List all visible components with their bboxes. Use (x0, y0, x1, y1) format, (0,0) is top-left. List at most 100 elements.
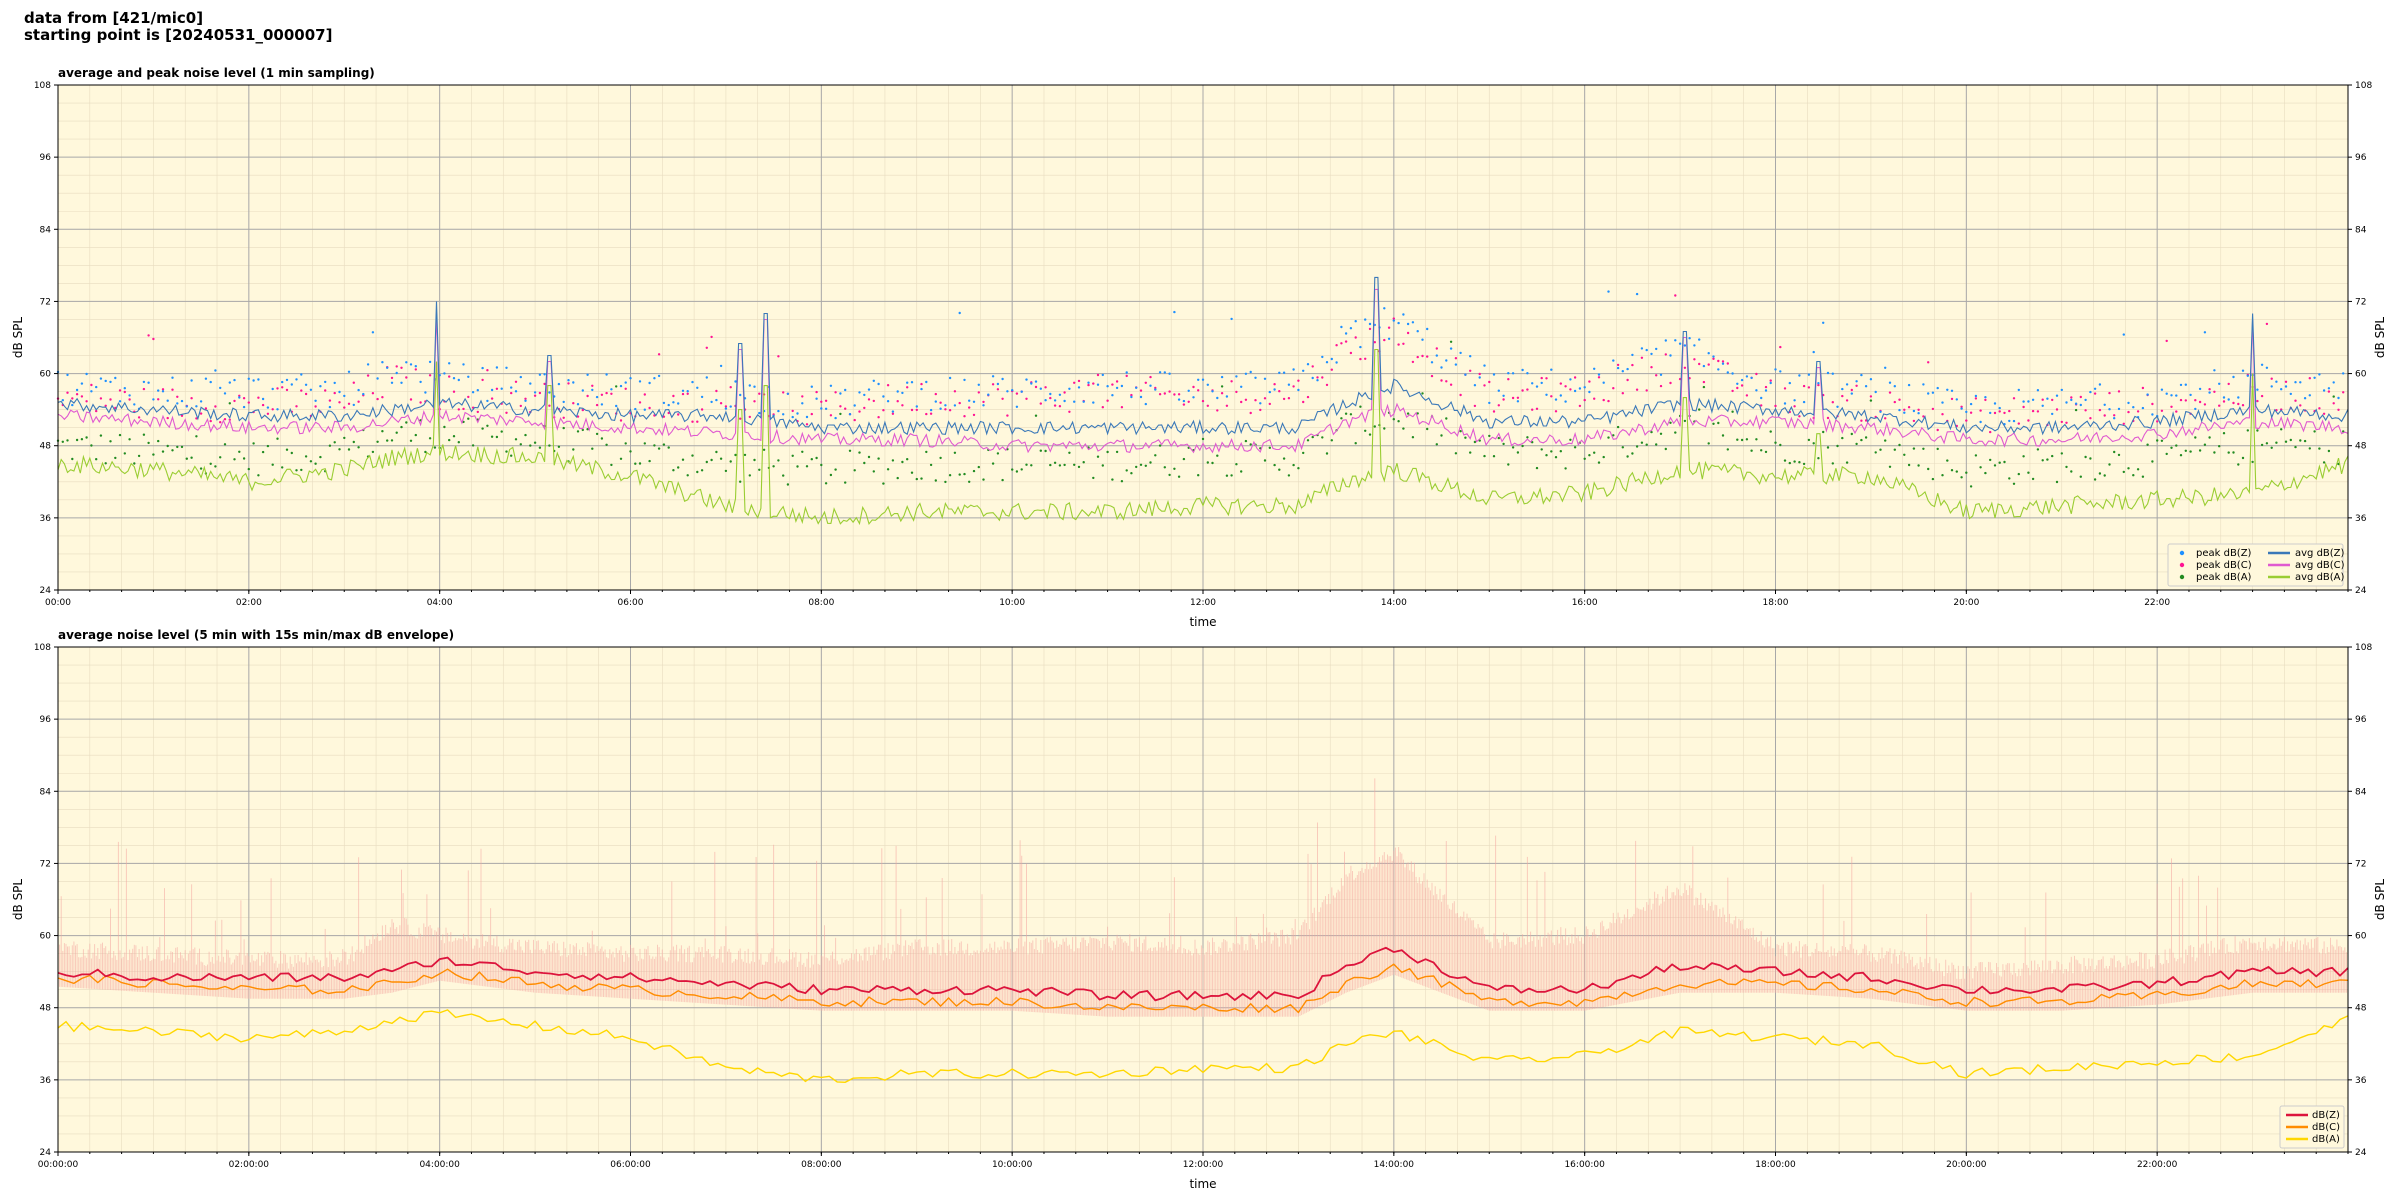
peak-point (920, 477, 923, 480)
peak-point (786, 392, 790, 395)
peak-point (2198, 449, 2202, 452)
peak-point (1492, 373, 1496, 376)
peak-point (118, 400, 122, 403)
peak-point (1311, 435, 1314, 439)
peak-point (1912, 409, 1916, 413)
peak-point (867, 455, 871, 459)
peak-point (109, 440, 112, 443)
peak-point (166, 444, 169, 448)
peak-point (1368, 322, 1372, 326)
peak-point (834, 391, 837, 394)
peak-point (1049, 396, 1052, 400)
peak-point (1197, 378, 1200, 381)
peak-point (829, 414, 833, 417)
x-tick-label: 22:00:00 (2137, 1160, 2178, 1170)
peak-point (853, 469, 856, 472)
peak-point (99, 434, 103, 437)
peak-point (1659, 384, 1663, 388)
peak-point (1087, 383, 1090, 387)
peak-point (638, 462, 642, 465)
peak-point (1707, 352, 1710, 355)
peak-point (1588, 454, 1591, 457)
peak-point (624, 442, 627, 445)
peak-point (1683, 344, 1687, 347)
peak-point (844, 481, 847, 484)
peak-point (977, 391, 980, 394)
peak-point (929, 412, 933, 415)
peak-point (2203, 443, 2207, 446)
peak-point (1349, 327, 1353, 330)
peak-point (1292, 368, 1295, 371)
peak-point (2017, 388, 2021, 392)
peak-point (1235, 375, 1238, 378)
y-tick-label: 36 (40, 1076, 52, 1086)
peak-point (2256, 399, 2259, 403)
peak-point (915, 405, 918, 408)
peak-point (357, 388, 360, 392)
peak-point (1612, 434, 1615, 437)
peak-point (1588, 380, 1591, 383)
peak-point (724, 469, 728, 473)
peak-point (1306, 395, 1310, 399)
peak-point (615, 385, 618, 388)
peak-point (2246, 429, 2249, 432)
peak-point (514, 438, 518, 441)
y-tick-label-right: 24 (2355, 586, 2367, 596)
peak-point (448, 438, 451, 442)
x-tick-label: 18:00:00 (1755, 1160, 1796, 1170)
peak-point (1235, 463, 1238, 466)
peak-point (1344, 340, 1348, 343)
peak-point (2065, 401, 2068, 404)
peak-point (1726, 448, 1730, 451)
peak-point (1440, 434, 1443, 437)
peak-point (252, 379, 255, 382)
peak-point (1230, 317, 1233, 321)
peak-point (1297, 467, 1300, 470)
peak-point (777, 459, 780, 462)
peak-point (1927, 361, 1930, 364)
peak-point (2184, 449, 2187, 452)
peak-point (462, 407, 465, 411)
peak-point (996, 382, 1000, 386)
peak-point (1306, 363, 1310, 366)
peak-point (209, 419, 212, 423)
peak-point (610, 392, 613, 395)
peak-point (2122, 422, 2125, 425)
peak-point (1139, 389, 1143, 392)
peak-point (71, 457, 74, 461)
peak-point (366, 374, 370, 377)
peak-point (1287, 474, 1291, 477)
peak-point (591, 447, 594, 450)
peak-point (1760, 396, 1763, 400)
peak-point (1917, 464, 1920, 467)
peak-point (791, 454, 794, 457)
peak-point (1927, 392, 1930, 395)
peak-point (1077, 386, 1081, 389)
peak-point (2165, 392, 2168, 395)
peak-point (414, 365, 417, 368)
peak-point (1931, 407, 1935, 411)
peak-point (595, 403, 599, 407)
peak-point (1779, 443, 1782, 447)
peak-point (1802, 462, 1806, 466)
peak-point (1483, 384, 1486, 387)
peak-point (1540, 381, 1543, 385)
peak-point (1545, 377, 1548, 380)
peak-point (1616, 425, 1620, 429)
peak-point (519, 443, 522, 446)
peak-point (1244, 372, 1248, 375)
y-tick-label: 60 (40, 932, 52, 942)
peak-point (2122, 470, 2125, 474)
peak-point (872, 379, 875, 382)
peak-point (223, 443, 227, 446)
peak-point (2289, 392, 2292, 396)
peak-point (1683, 366, 1687, 369)
x-tick-label: 22:00 (2144, 598, 2170, 608)
peak-point (61, 399, 64, 402)
peak-point (801, 450, 804, 453)
peak-point (1888, 465, 1892, 468)
peak-point (1817, 457, 1820, 460)
peak-point (247, 377, 250, 380)
peak-point (2308, 394, 2311, 397)
peak-point (1740, 378, 1744, 382)
